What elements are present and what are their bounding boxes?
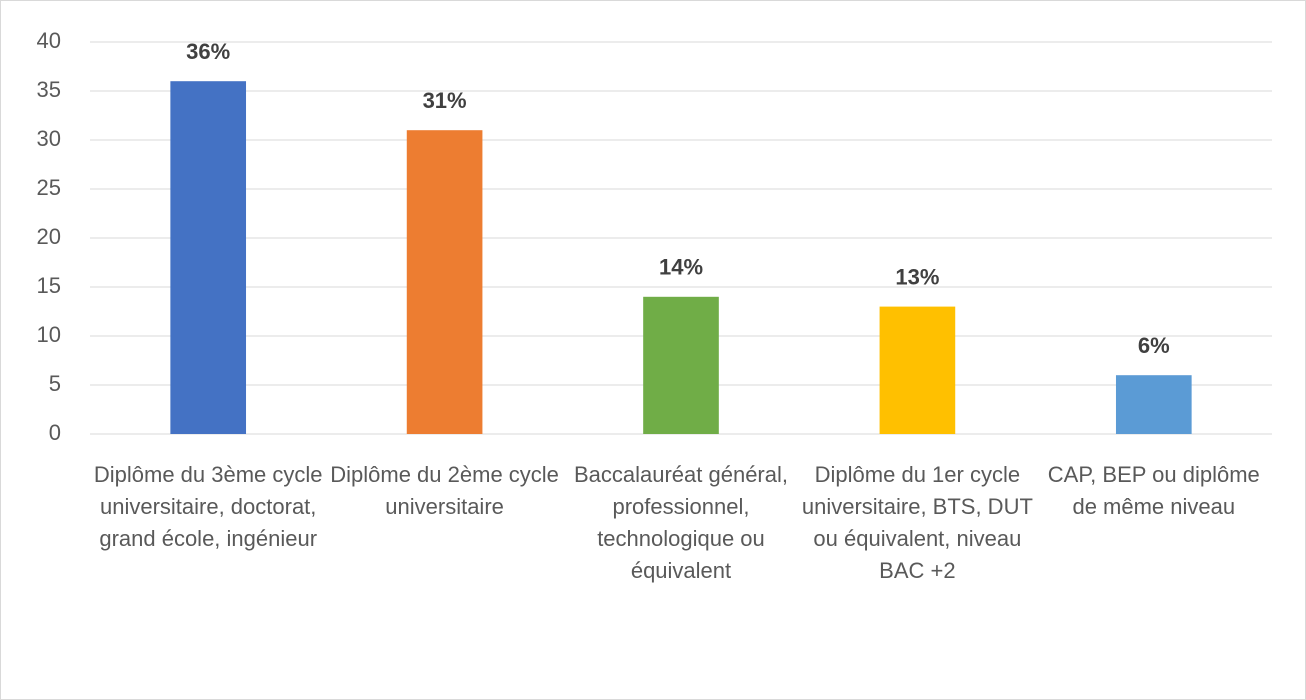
x-tick-label: Baccalauréat général, professionnel, tec… [573,462,788,583]
value-label: 13% [895,264,939,289]
y-tick-label: 30 [37,126,61,151]
y-tick-label: 35 [37,77,61,102]
x-tick-label: Diplôme du 2ème cycle universitaire [330,462,559,519]
bar [170,81,247,434]
y-tick-label: 10 [37,322,61,347]
bar [643,296,719,434]
y-tick-label: 15 [37,273,61,298]
bar [879,306,956,434]
y-tick-label: 5 [49,371,61,396]
bar [406,130,483,434]
value-label: 31% [423,88,467,113]
x-tick-label: Diplôme du 1er cycle universitaire, BTS,… [801,462,1033,583]
value-label: 6% [1138,333,1170,358]
value-label: 36% [186,39,230,64]
value-label: 14% [659,255,703,280]
y-tick-label: 20 [37,224,61,249]
bar [1115,375,1192,434]
y-tick-label: 40 [37,28,61,53]
x-tick-label: CAP, BEP ou diplôme de même niveau [1047,462,1260,519]
x-tick-label: Diplôme du 3ème cycle universitaire, doc… [93,462,323,551]
y-tick-label: 0 [49,420,61,445]
y-tick-label: 25 [37,175,61,200]
